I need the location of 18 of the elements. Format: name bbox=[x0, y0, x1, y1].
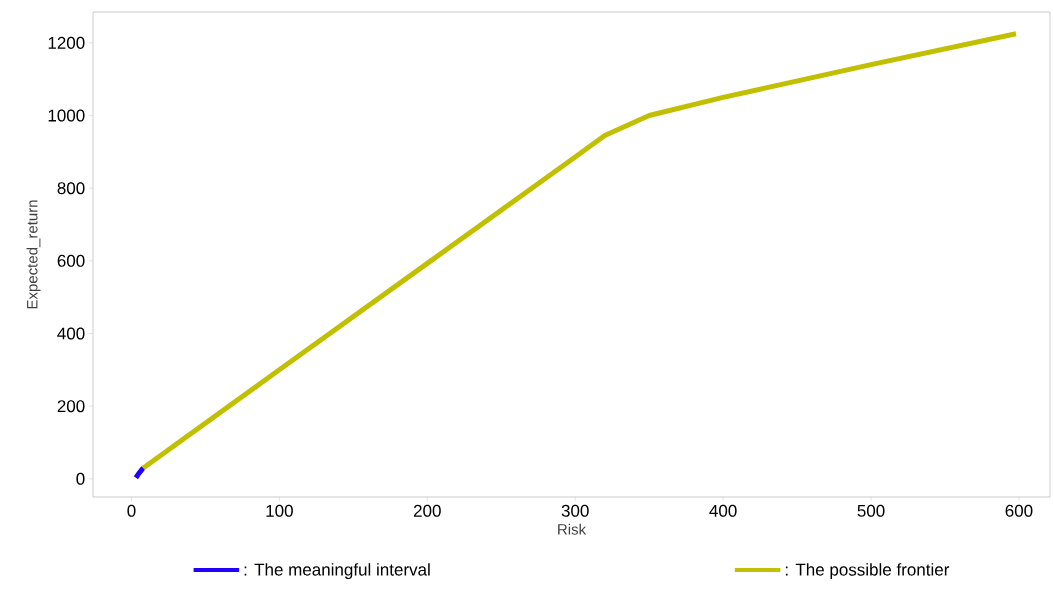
y-tick-label: 600 bbox=[57, 254, 85, 267]
y-tick-label: 1000 bbox=[48, 109, 85, 122]
y-tick-label: 200 bbox=[57, 400, 85, 413]
x-tick-label: 0 bbox=[127, 504, 136, 517]
x-tick-label: 500 bbox=[857, 504, 885, 517]
y-tick-label: 1200 bbox=[48, 36, 85, 49]
x-tick-label: 400 bbox=[709, 504, 737, 517]
y-axis-title: Expected_return bbox=[26, 200, 41, 309]
x-tick-label: 600 bbox=[1005, 504, 1033, 517]
y-tick-label: 800 bbox=[57, 182, 85, 195]
y-tick-label: 0 bbox=[76, 472, 85, 485]
x-axis-title: Risk bbox=[558, 523, 587, 535]
legend-label: : The possible frontier bbox=[785, 563, 950, 580]
y-tick-label: 400 bbox=[57, 327, 85, 340]
legend-label: : The meaningful interval bbox=[244, 563, 430, 580]
x-tick-label: 100 bbox=[266, 504, 293, 517]
x-tick-label: 300 bbox=[561, 504, 589, 517]
x-tick-label: 200 bbox=[413, 504, 441, 517]
